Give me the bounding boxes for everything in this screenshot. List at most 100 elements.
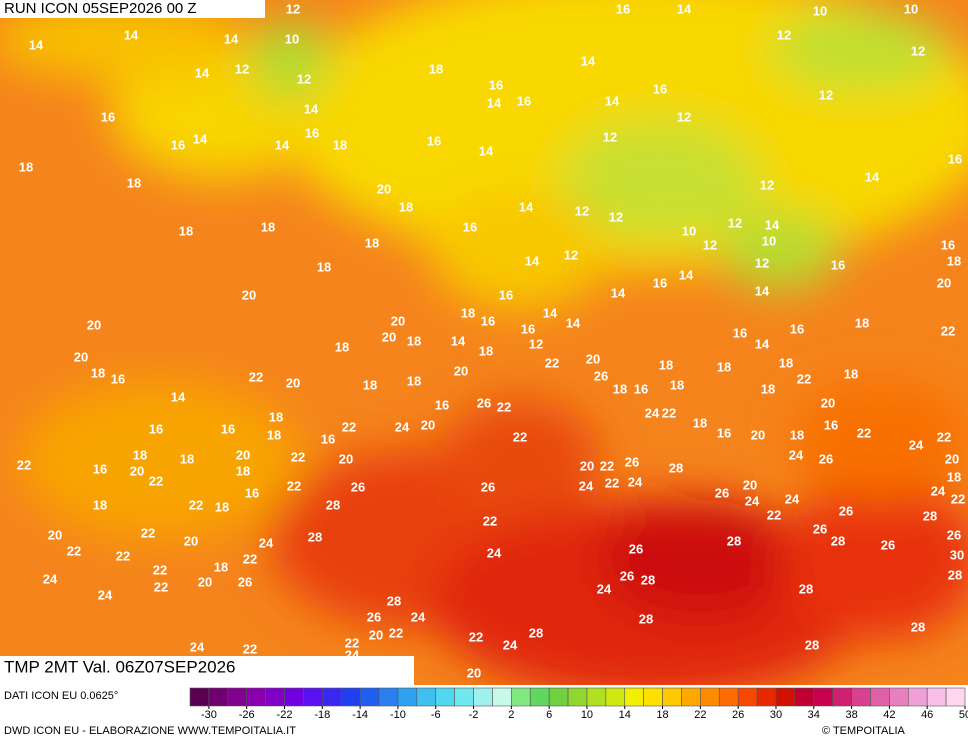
temperature-label: 16 xyxy=(93,461,107,476)
colorbar-box xyxy=(737,687,758,707)
temperature-label: 16 xyxy=(941,237,955,252)
temperature-label: 18 xyxy=(269,409,283,424)
credit-label: DWD ICON EU - ELABORAZIONE WWW.TEMPOITAL… xyxy=(4,725,296,737)
temperature-label: 18 xyxy=(399,199,413,214)
temperature-label: 14 xyxy=(581,53,596,68)
colorbar-tick-label: 46 xyxy=(921,709,933,721)
temperature-label: 26 xyxy=(947,527,961,542)
colorbar-box xyxy=(586,687,607,707)
temperature-label: 18 xyxy=(761,381,775,396)
temperature-label: 20 xyxy=(377,181,391,196)
colorbar-box xyxy=(435,687,455,707)
temperature-label: 26 xyxy=(367,609,381,624)
temperature-label: 18 xyxy=(844,366,858,381)
temperature-label: 14 xyxy=(679,267,694,282)
temperature-label: 24 xyxy=(597,581,612,596)
temperature-label: 16 xyxy=(245,485,259,500)
colorbar-box xyxy=(189,687,210,707)
temperature-label: 22 xyxy=(797,371,811,386)
temperature-label: 28 xyxy=(387,593,401,608)
temperature-label: 16 xyxy=(948,151,962,166)
colorbar-box xyxy=(416,687,437,707)
temperature-label: 14 xyxy=(29,37,44,52)
temperature-label: 16 xyxy=(221,421,235,436)
temperature-label: 20 xyxy=(48,527,62,542)
temperature-label: 22 xyxy=(249,369,263,384)
colorbar-tick-label: 30 xyxy=(770,709,782,721)
temperature-label: 24 xyxy=(579,478,594,493)
temperature-label: 18 xyxy=(790,427,804,442)
colorbar-tick-label: -6 xyxy=(431,709,441,721)
temperature-label: 10 xyxy=(813,3,827,18)
temperature-label: 20 xyxy=(467,665,481,680)
temperature-label: 18 xyxy=(180,451,194,466)
temperature-label: 26 xyxy=(629,541,643,556)
temperature-label: 12 xyxy=(575,203,589,218)
temperature-label: 14 xyxy=(304,101,319,116)
colorbar-box xyxy=(397,687,418,707)
colorbar-box xyxy=(359,687,380,707)
temperature-label: 22 xyxy=(937,429,951,444)
temperature-label: 18 xyxy=(461,305,475,320)
temperature-label: 12 xyxy=(728,215,742,230)
temperature-label: 22 xyxy=(941,323,955,338)
temperature-label: 28 xyxy=(639,611,653,626)
colorbar-tick-label: -18 xyxy=(314,709,330,721)
colorbar-box xyxy=(643,687,663,707)
colorbar-box xyxy=(246,687,266,707)
temperature-label: 18 xyxy=(127,175,141,190)
temperature-label: 12 xyxy=(677,109,691,124)
colorbar-box xyxy=(548,687,569,707)
temperature-label: 20 xyxy=(743,477,757,492)
colorbar-tick-label: -2 xyxy=(469,709,479,721)
temperature-label: 22 xyxy=(154,579,168,594)
temperature-label: 24 xyxy=(785,491,800,506)
temperature-label: 22 xyxy=(287,478,301,493)
colorbar-box xyxy=(926,687,947,707)
colorbar: -30 -26 -22 -18 -14 -10 -6 -2 2 6 10 14 18 22 26 30 34 38… xyxy=(189,687,968,721)
temperature-label: 20 xyxy=(937,275,951,290)
temperature-label: 20 xyxy=(421,417,435,432)
temperature-label: 12 xyxy=(286,1,300,16)
temperature-label: 22 xyxy=(17,457,31,472)
temperature-label: 26 xyxy=(481,479,495,494)
temperature-label: 14 xyxy=(677,1,692,16)
temperature-label: 28 xyxy=(948,567,962,582)
temperature-label: 10 xyxy=(762,233,776,248)
temperature-label: 16 xyxy=(499,287,513,302)
temperature-label: 20 xyxy=(286,375,300,390)
colorbar-tick-label: 26 xyxy=(732,709,744,721)
temperature-label: 22 xyxy=(483,513,497,528)
colorbar-box xyxy=(605,687,626,707)
colorbar-box xyxy=(284,687,304,707)
temperature-label: 14 xyxy=(171,389,186,404)
temperature-label: 28 xyxy=(805,637,819,652)
temperature-label: 22 xyxy=(605,475,619,490)
temperature-label: 22 xyxy=(243,641,257,656)
temperature-label: 14 xyxy=(543,305,558,320)
colorbar-box xyxy=(700,687,720,707)
temperature-label: 24 xyxy=(628,474,643,489)
temperature-label: 14 xyxy=(611,285,626,300)
colorbar-box xyxy=(303,687,323,707)
temperature-label: 18 xyxy=(214,559,228,574)
temperature-label: 16 xyxy=(733,325,747,340)
temperature-label: 26 xyxy=(620,568,634,583)
temperature-label: 22 xyxy=(662,405,676,420)
temperature-label: 18 xyxy=(947,469,961,484)
temperature-label: 16 xyxy=(517,93,531,108)
colorbar-box xyxy=(208,687,229,707)
temperature-label: 18 xyxy=(779,355,793,370)
temperature-label: 14 xyxy=(124,27,139,42)
colorbar-tick-label: 34 xyxy=(808,709,820,721)
colorbar-box xyxy=(870,687,890,707)
temperature-label: 30 xyxy=(950,547,964,562)
temperature-label: 26 xyxy=(594,368,608,383)
temperature-label: 24 xyxy=(98,587,113,602)
temperature-label: 20 xyxy=(391,313,405,328)
temperature-label: 12 xyxy=(703,237,717,252)
temperature-label: 24 xyxy=(931,483,946,498)
temperature-label: 22 xyxy=(513,429,527,444)
temperature-label: 24 xyxy=(789,447,804,462)
